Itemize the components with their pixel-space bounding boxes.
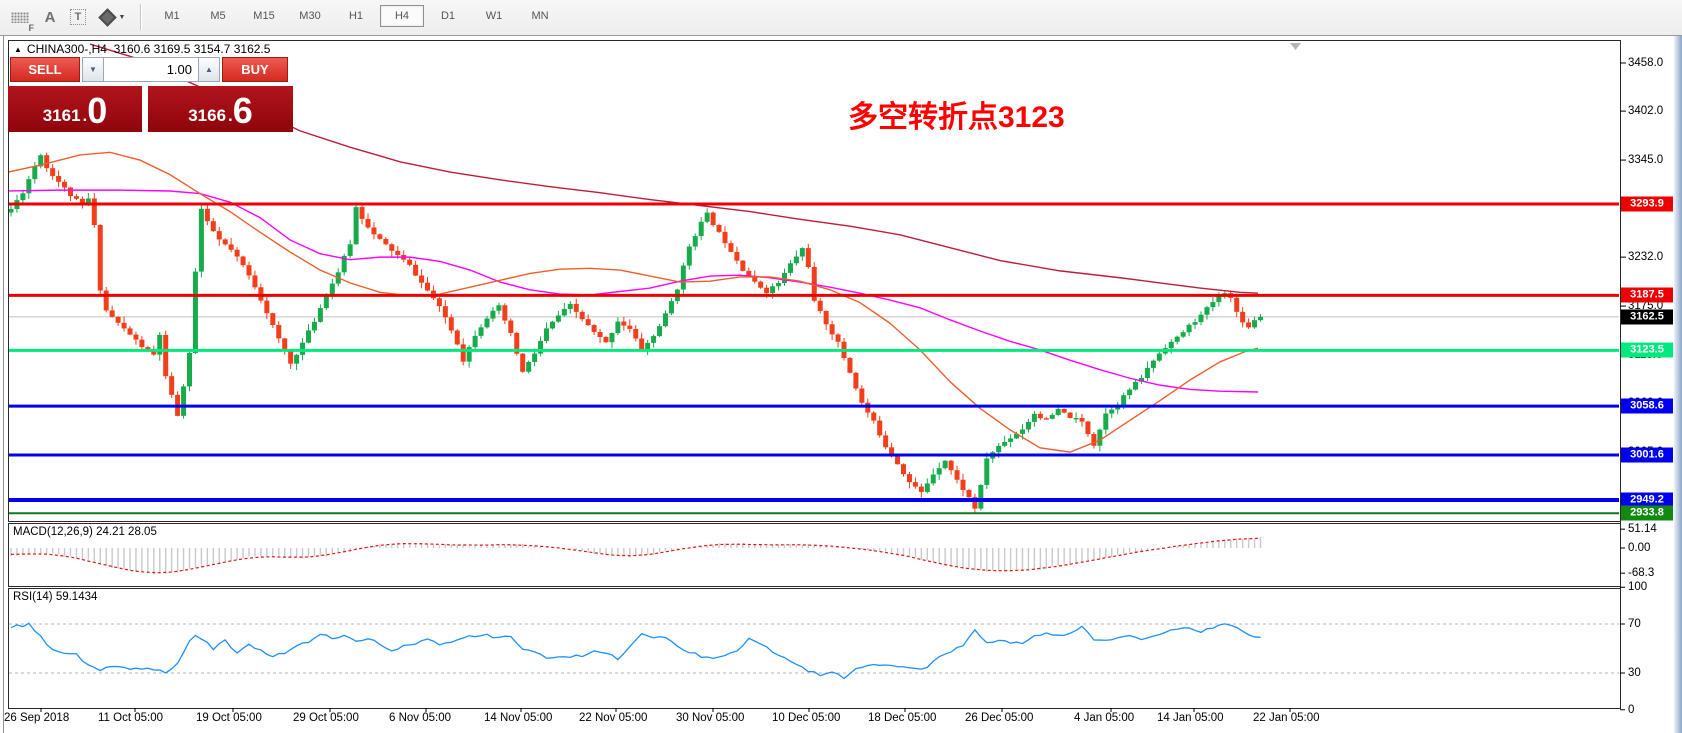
tick-chart-letter: F bbox=[28, 23, 35, 33]
price-badge-3187.5: 3187.5 bbox=[1621, 287, 1673, 303]
price-badge-3162.5: 3162.5 bbox=[1621, 309, 1673, 325]
price-tick-label: 3402.0 bbox=[1628, 105, 1664, 118]
price-tick-label: 3175.0 bbox=[1628, 300, 1664, 313]
rsi-label: RSI(14) 59.1434 bbox=[13, 591, 98, 603]
date-label: 18 Dec 05:00 bbox=[868, 712, 937, 724]
date-label: 29 Oct 05:00 bbox=[293, 712, 359, 724]
date-label: 22 Jan 05:00 bbox=[1253, 712, 1320, 724]
chart-title: ▲ CHINA300-,H4 3160.6 3169.5 3154.7 3162.… bbox=[14, 42, 270, 56]
price-badge-2949.2: 2949.2 bbox=[1621, 492, 1673, 508]
rsi-axis-label: 100 bbox=[1628, 581, 1648, 594]
timeframe-button-mn[interactable]: MN bbox=[531, 10, 549, 22]
text-label-tool-icon[interactable]: T bbox=[66, 5, 90, 29]
font-size-icon[interactable]: A bbox=[44, 8, 56, 26]
volume-input[interactable] bbox=[104, 57, 198, 82]
price-badge-3293.9: 3293.9 bbox=[1621, 196, 1673, 212]
volume-decrease-button[interactable]: ▼ bbox=[82, 57, 104, 82]
window-right-edge[interactable] bbox=[1674, 36, 1682, 733]
timeframe-button-h1[interactable]: H1 bbox=[348, 10, 364, 22]
rsi-axis-label: 0 bbox=[1628, 703, 1635, 716]
price-tick-label: 3458.0 bbox=[1628, 57, 1664, 69]
price-tick-label: 3232.0 bbox=[1628, 251, 1664, 264]
volume-increase-button[interactable]: ▲ bbox=[198, 57, 220, 82]
ohlc-values: 3160.6 3169.5 3154.7 3162.5 bbox=[113, 42, 271, 56]
date-label: 26 Dec 05:00 bbox=[965, 712, 1034, 724]
date-label: 4 Jan 05:00 bbox=[1074, 712, 1135, 724]
buy-button[interactable]: BUY bbox=[222, 57, 288, 82]
rsi-axis-label: 30 bbox=[1628, 667, 1641, 679]
macd-axis-label: 51.14 bbox=[1628, 523, 1657, 536]
price-badge-3001.6: 3001.6 bbox=[1621, 447, 1673, 463]
buy-price-display[interactable]: 3166 . 6 bbox=[148, 86, 293, 132]
sell-price-main: 3161 bbox=[42, 106, 81, 125]
caret-down-icon: ▼ bbox=[118, 13, 126, 21]
date-label: 14 Nov 05:00 bbox=[484, 712, 553, 724]
macd-axis-label: -68.3 bbox=[1628, 567, 1655, 580]
timeframe-button-w1[interactable]: W1 bbox=[485, 10, 503, 22]
dot-grid-icon bbox=[11, 11, 29, 23]
symbol-period-label: CHINA300-,H4 bbox=[26, 42, 107, 56]
timeframe-button-m30[interactable]: M30 bbox=[299, 10, 321, 22]
chart-area[interactable] bbox=[8, 40, 1620, 708]
sell-button[interactable]: SELL bbox=[10, 57, 80, 82]
date-label: 10 Dec 05:00 bbox=[772, 712, 841, 724]
price-tick-label: 3345.0 bbox=[1628, 154, 1664, 167]
toolbar: F A T ▼ M1 M5 M15 M30 H1 H4 D1 W1 MN bbox=[0, 0, 1682, 36]
cursor-tool-icon[interactable]: ▼ bbox=[97, 5, 128, 29]
date-label: 14 Jan 05:00 bbox=[1157, 712, 1224, 724]
date-label: 30 Nov 05:00 bbox=[676, 712, 745, 724]
timeframe-button-m5[interactable]: M5 bbox=[210, 10, 226, 22]
sell-price-big-digit: 0 bbox=[87, 90, 108, 131]
date-label: 26 Sep 2018 bbox=[4, 712, 70, 724]
macd-axis-label: 0.00 bbox=[1628, 542, 1651, 554]
sell-price-display[interactable]: 3161 . 0 bbox=[8, 86, 142, 132]
tick-chart-icon[interactable]: F bbox=[8, 5, 34, 33]
timeframe-button-m1[interactable]: M1 bbox=[164, 10, 180, 22]
timeframe-button-m15[interactable]: M15 bbox=[253, 10, 275, 22]
price-badge-3123.5: 3123.5 bbox=[1621, 342, 1673, 358]
price-badge-3058.6: 3058.6 bbox=[1621, 398, 1673, 414]
chart-annotation-text: 多空转折点3123 bbox=[848, 101, 1065, 134]
macd-label: MACD(12,26,9) 24.21 28.05 bbox=[13, 526, 157, 538]
date-label: 19 Oct 05:00 bbox=[196, 712, 262, 724]
timeframe-toolbar: M1 M5 M15 M30 H1 H4 D1 W1 MN bbox=[150, 5, 562, 27]
date-label: 6 Nov 05:00 bbox=[389, 712, 452, 724]
rsi-axis-label: 70 bbox=[1628, 618, 1641, 630]
buy-price-main: 3166 bbox=[188, 106, 227, 125]
date-label: 11 Oct 05:00 bbox=[98, 712, 163, 724]
collapse-triangle-icon[interactable]: ▲ bbox=[14, 45, 22, 54]
buy-price-big-digit: 6 bbox=[232, 90, 253, 131]
timeframe-button-d1[interactable]: D1 bbox=[440, 10, 456, 22]
date-label: 22 Nov 05:00 bbox=[579, 712, 648, 724]
window-left-edge bbox=[3, 36, 4, 733]
toolbar-separator bbox=[140, 4, 142, 30]
timeframe-button-h4[interactable]: H4 bbox=[380, 5, 424, 27]
price-badge-2933.8: 2933.8 bbox=[1621, 505, 1673, 521]
